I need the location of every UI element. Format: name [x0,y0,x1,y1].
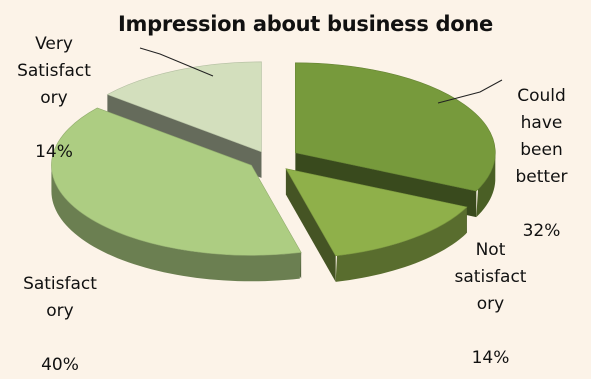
slice-very-satisfact-ory [106,61,262,153]
slice-wall-not-satisfact-ory-1 [285,168,336,282]
slice-value-not-satisfactory: 14% [471,348,510,368]
slice-value-could-have-been-better: 32% [522,221,561,241]
slice-label-satisfactory: Satisfact ory 40% [4,244,116,379]
chart-container: Impression about business done Could hav… [4,4,589,375]
slice-label-very-satisfactory: Very Satisfact ory 14% [4,4,104,166]
slice-value-very-satisfactory: 14% [35,142,73,162]
slice-satisfact-ory [51,107,302,256]
pie-chart [51,47,503,282]
slice-name-not-satisfactory: Not satisfact ory [454,240,527,314]
slice-could-have-been-better [295,62,496,192]
leader-could-have-been-better [437,79,503,104]
slice-name-could-have-been-better: Could have been better [515,86,568,187]
chart-title: Impression about business done [118,12,493,36]
slice-side-satisfact-ory [51,165,302,282]
slice-side-not-satisfact-ory [335,206,467,282]
slice-not-satisfact-ory [285,168,468,257]
slice-side-could-have-been-better [476,152,496,218]
leader-very-satisfactory [139,47,214,77]
slice-label-not-satisfactory: Not satisfact ory 14% [438,210,543,372]
slice-name-very-satisfactory: Very Satisfact ory [17,34,91,108]
slice-name-satisfactory: Satisfact ory [23,274,97,321]
slice-label-could-have-been-better: Could have been better 32% [494,56,589,245]
slice-value-satisfactory: 40% [41,355,79,375]
